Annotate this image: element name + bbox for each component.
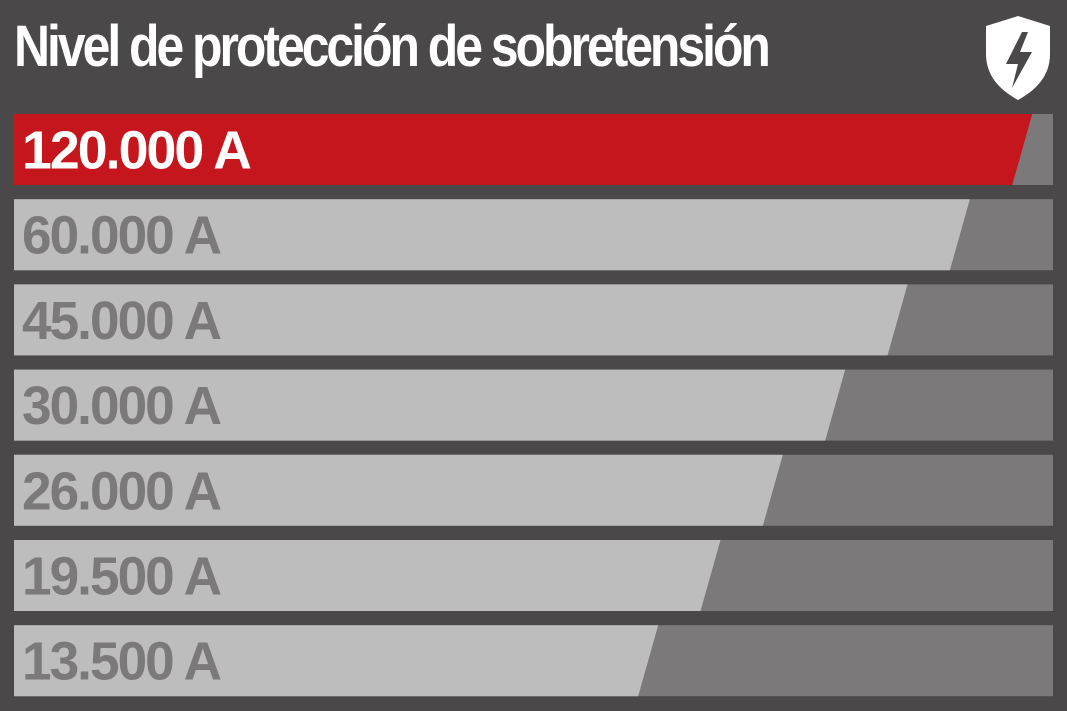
- bar-label: 30.000 A: [22, 376, 221, 436]
- bar-label: 120.000 A: [22, 121, 251, 181]
- bar: [14, 199, 970, 271]
- bar-label: 60.000 A: [22, 206, 221, 266]
- bar: [14, 369, 846, 441]
- bar: [14, 284, 908, 356]
- bar-label: 13.500 A: [22, 632, 221, 692]
- shield-lightning-icon: [986, 16, 1050, 100]
- bar-label: 26.000 A: [22, 461, 221, 521]
- bar: [14, 454, 783, 526]
- bar: [14, 540, 721, 611]
- chart-title: Nivel de protección de sobretensión: [14, 14, 771, 79]
- bar-highlighted: [14, 114, 1033, 185]
- bar-label: 45.000 A: [22, 291, 221, 351]
- bar: [14, 625, 659, 697]
- bar-label: 19.500 A: [22, 547, 221, 607]
